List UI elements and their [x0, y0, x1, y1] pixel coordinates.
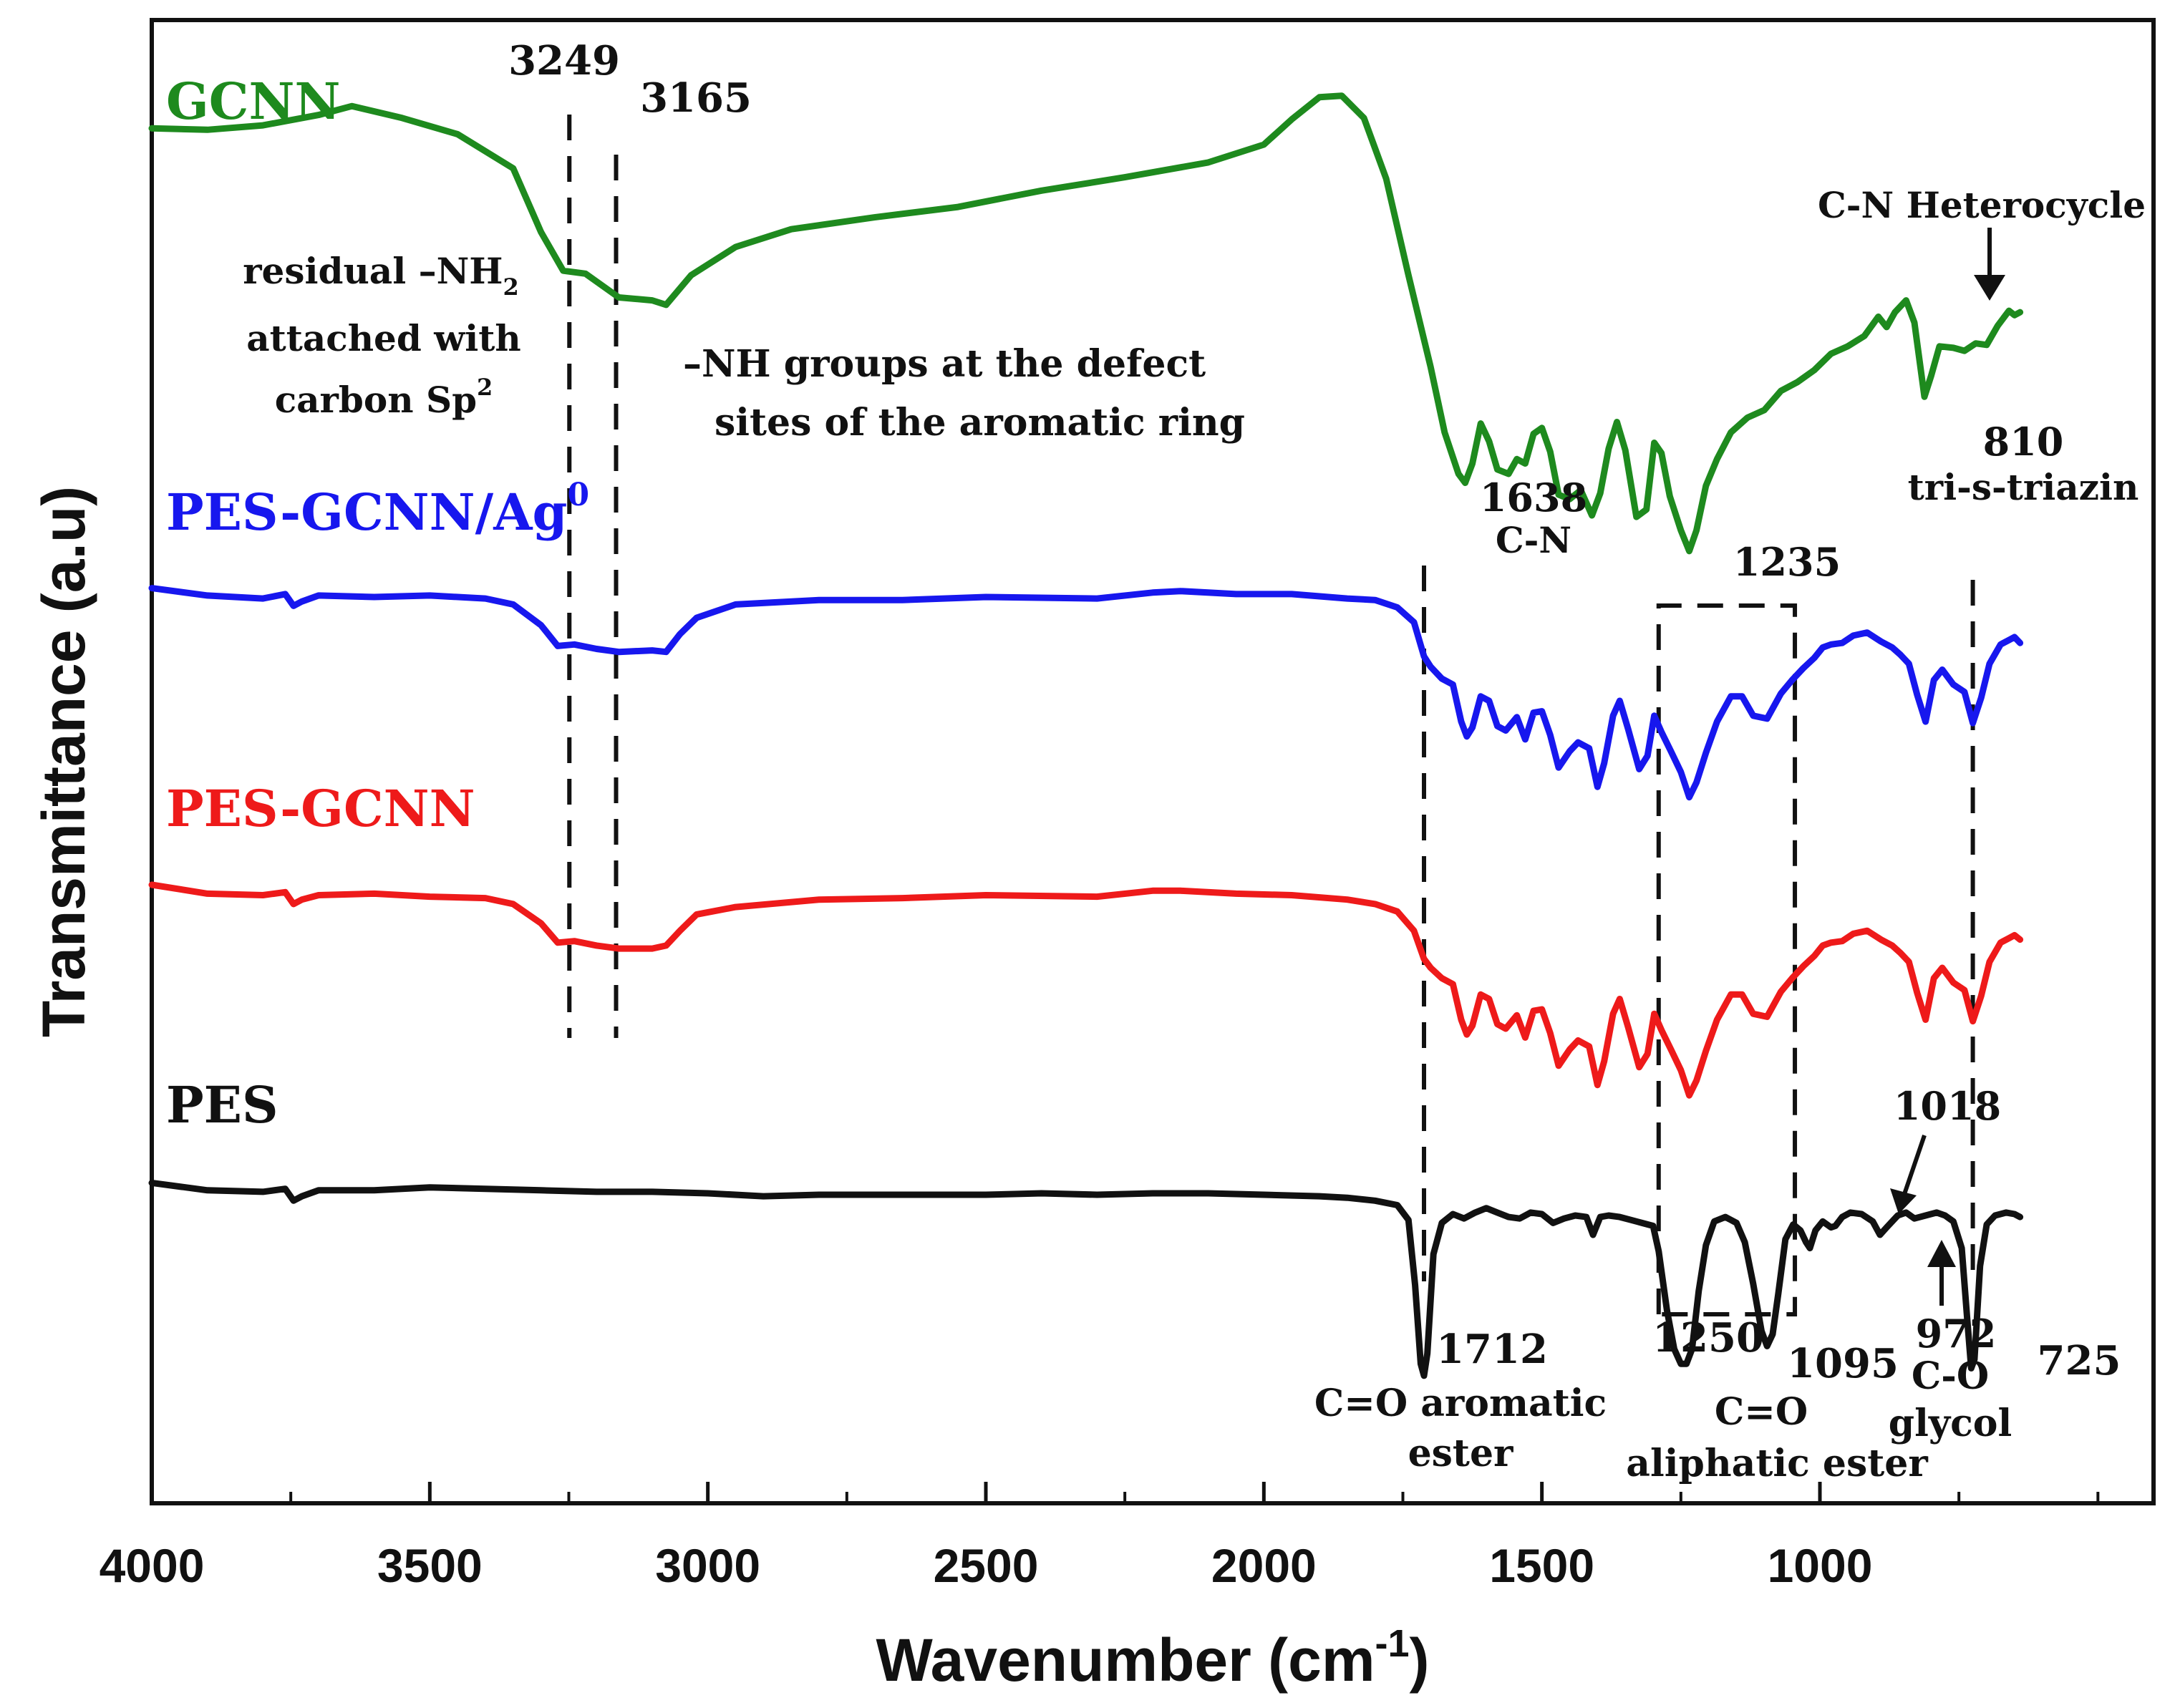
label-cn: C-N	[1496, 519, 1571, 561]
label-1018: 1018	[1894, 1083, 2001, 1129]
series-group	[148, 92, 2024, 1379]
x-tick-label: 3000	[655, 1539, 760, 1592]
label-3165: 3165	[640, 74, 752, 122]
label-nh-line1: –NH groups at the defect	[683, 342, 1206, 386]
series-label-pes-gcnn-ag: PES-GCNN/Ag0	[166, 477, 589, 542]
label-1095: 1095	[1787, 1340, 1899, 1387]
guide-box-1235	[1656, 603, 1798, 1316]
label-1712: 1712	[1436, 1326, 1548, 1373]
label-nh-line2: sites of the aromatic ring	[715, 401, 1245, 445]
x-tick-label: 4000	[100, 1539, 205, 1592]
x-ticks: 4000 3500 3000 2500 2000 1500 1000	[100, 1482, 2100, 1592]
x-tick-label: 1000	[1768, 1539, 1873, 1592]
label-810: 810	[1983, 419, 2064, 465]
series-line-0	[148, 92, 2024, 555]
label-nh2-line3: carbon Sp2	[275, 374, 493, 421]
label-3249: 3249	[508, 37, 620, 84]
label-ester-line2: ester	[1408, 1432, 1513, 1475]
plot-frame	[150, 18, 2156, 1505]
x-tick-label: 2000	[1211, 1539, 1317, 1592]
series-label-pes: PES	[166, 1075, 278, 1135]
x-tick-label: 3500	[377, 1539, 483, 1592]
label-1250: 1250	[1652, 1314, 1764, 1362]
series-label-pes-gcnn: PES-GCNN	[166, 779, 475, 838]
label-glycol-line1: C-O	[1912, 1354, 1989, 1398]
y-axis-title: Transmittance (a.u)	[30, 486, 97, 1037]
label-972: 972	[1916, 1311, 1997, 1357]
arrow-1018	[1902, 1135, 1927, 1195]
x-tick-label: 1500	[1489, 1539, 1594, 1592]
arrow-1018-head	[1890, 1188, 1917, 1214]
label-nh2-line2: attached with	[246, 317, 520, 359]
series-line-3	[148, 1179, 2024, 1379]
label-ester-line1: C=O aromatic	[1314, 1382, 1607, 1425]
label-nh2-line1: residual –NH2	[243, 250, 519, 301]
arrow-heterocycle-head	[1974, 275, 2005, 301]
x-tick-label: 2500	[934, 1539, 1039, 1592]
x-axis-title: Wavenumber (cm-1)	[876, 1622, 1429, 1694]
label-triazin: tri-s-triazin	[1908, 466, 2139, 508]
series-line-2	[148, 881, 2024, 1099]
label-1638: 1638	[1480, 475, 1587, 520]
label-co-line2: aliphatic ester	[1626, 1442, 1928, 1485]
guide-lines	[567, 115, 1975, 1316]
label-heterocycle: C-N Heterocycle	[1818, 184, 2146, 226]
label-1235: 1235	[1733, 539, 1841, 585]
series-line-1	[148, 585, 2024, 801]
label-co-line1: C=O	[1715, 1390, 1808, 1434]
label-725: 725	[2038, 1337, 2121, 1384]
series-label-gcnn: GCNN	[166, 72, 340, 131]
label-glycol-line2: glycol	[1889, 1402, 2012, 1445]
arrow-972-head	[1927, 1240, 1956, 1267]
